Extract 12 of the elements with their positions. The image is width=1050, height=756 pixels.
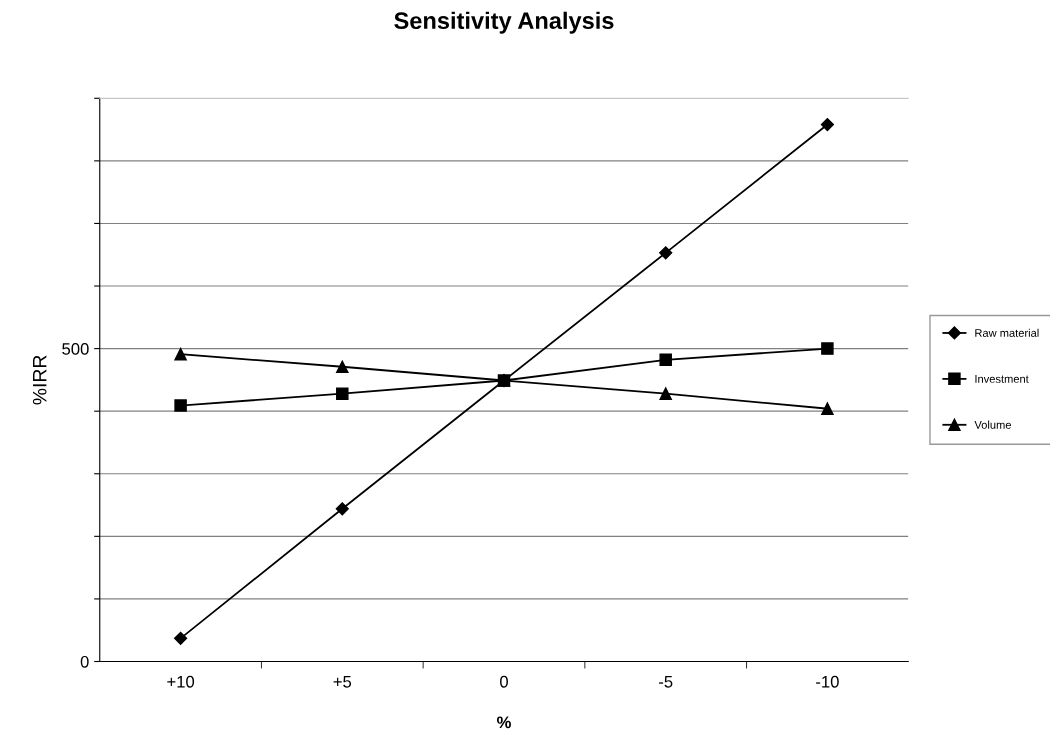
x-tick-label: -5 [659, 676, 673, 688]
x-tick-label: 0 [500, 675, 508, 688]
x-tick-label: +10 [167, 675, 195, 688]
legend-label: Volume [974, 420, 1011, 429]
y-axis-title: %IRR [32, 355, 47, 405]
chart-title: Sensitivity Analysis [394, 11, 614, 34]
x-tick-label: +5 [333, 676, 352, 688]
x-tick-label: -10 [816, 675, 839, 688]
legend-label: Investment [975, 375, 1029, 383]
x-axis-title: % [497, 716, 511, 729]
y-tick-label: 500 [62, 343, 89, 355]
legend-label: Raw material [975, 328, 1039, 337]
